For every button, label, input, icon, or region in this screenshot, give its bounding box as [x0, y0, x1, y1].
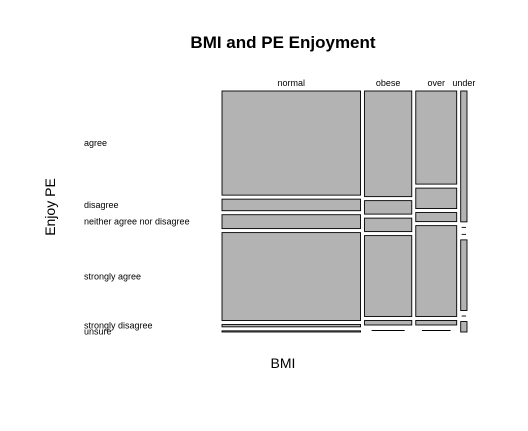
tile-under-unsure: [460, 321, 468, 333]
tile-obese-strongly-agree: [364, 235, 413, 317]
tile-obese-strongly-disagree: [364, 320, 413, 326]
column-label-under: under: [452, 78, 475, 88]
tile-obese-disagree: [364, 200, 413, 215]
tile-under-strongly-agree: [460, 239, 468, 311]
tile-over-neither-agree-nor-disagree: [415, 212, 458, 223]
row-label-neither-agree-nor-disagree: neither agree nor disagree: [84, 217, 190, 227]
tile-normal-strongly-disagree: [221, 324, 361, 328]
tile-over-disagree: [415, 187, 458, 209]
tile-under-agree: [460, 90, 468, 223]
column-label-normal: normal: [278, 78, 306, 88]
x-axis-label: BMI: [271, 355, 296, 371]
row-label-disagree: disagree: [84, 200, 119, 210]
row-label-agree: agree: [84, 138, 107, 148]
tile-over-agree: [415, 90, 458, 185]
tile-normal-unsure: [221, 330, 361, 333]
tile-over-strongly-agree: [415, 225, 458, 317]
tile-obese-agree: [364, 90, 413, 198]
tile-normal-agree: [221, 90, 361, 196]
mosaic-tiles: [221, 90, 468, 333]
column-labels: normal obese over under: [278, 78, 476, 88]
y-axis-label: Enjoy PE: [42, 178, 58, 236]
tile-over-strongly-disagree: [415, 320, 458, 326]
row-label-strongly-agree: strongly agree: [84, 272, 141, 282]
row-labels: agree disagree neither agree nor disagree s…: [84, 138, 190, 336]
tile-normal-disagree: [221, 198, 361, 212]
chart-title: BMI and PE Enjoyment: [190, 33, 375, 52]
row-label-strongly-disagree: strongly disagree: [84, 321, 153, 331]
tile-obese-neither-agree-nor-disagree: [364, 217, 413, 233]
row-label-unsure: unsure: [84, 326, 112, 336]
tile-normal-strongly-agree: [221, 232, 361, 321]
tile-normal-neither-agree-nor-disagree: [221, 214, 361, 230]
column-label-obese: obese: [376, 78, 401, 88]
column-label-over: over: [427, 78, 445, 88]
